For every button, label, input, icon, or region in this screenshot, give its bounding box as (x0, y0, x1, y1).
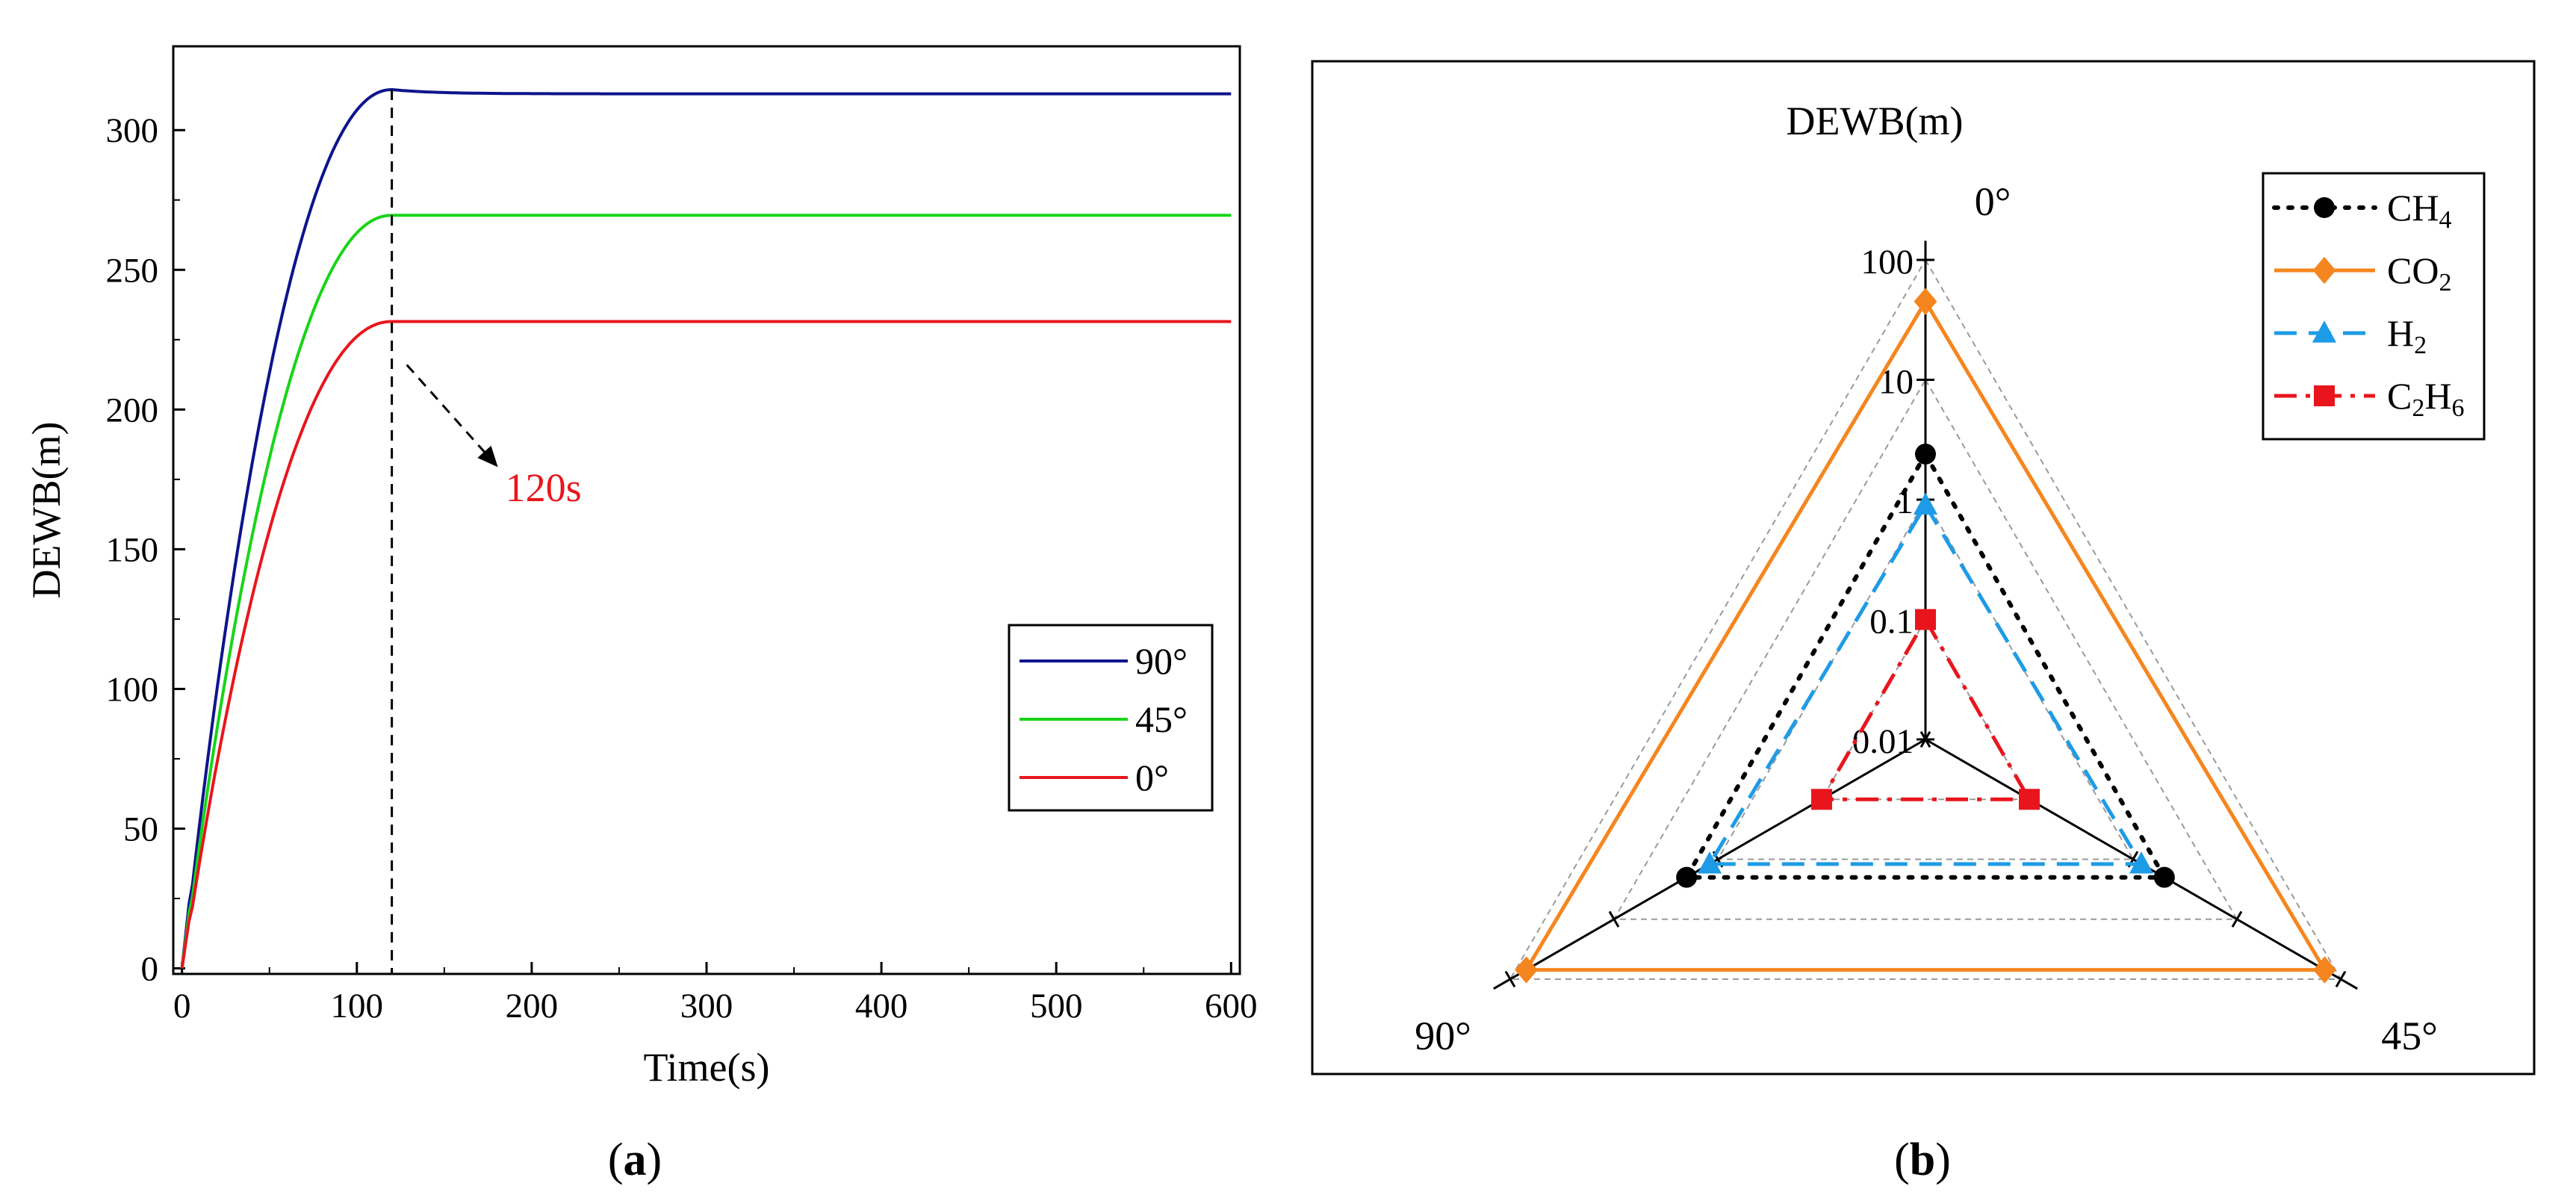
radar-axis-tick (1504, 970, 1516, 988)
radar-legend: CH4 CO2 H2 C2H6 (2262, 172, 2486, 441)
radar-series-line (1706, 501, 2145, 866)
x-tick-labels: 0 100 200 300 400 500 600 (173, 987, 1258, 1025)
annotation-arrowhead (477, 445, 498, 468)
radar-frame (1311, 60, 2536, 1076)
y-axis-label: DEWB(m) (24, 422, 69, 599)
legend-label: 0° (1135, 757, 1169, 798)
series-line (180, 87, 1232, 969)
radar-legend-label: H2 (2387, 312, 2427, 359)
radar-series (1515, 288, 2336, 984)
y-tick-labels: 0 50 100 150 200 250 300 (106, 111, 159, 988)
x-axis-label: Time(s) (643, 1045, 769, 1090)
radar-point (2314, 197, 2335, 218)
radar-axis-tick (2231, 910, 2243, 928)
radar-axis-tick (1919, 730, 1931, 748)
radar-title: DEWB(m) (1787, 99, 1964, 143)
series-line (180, 320, 1232, 969)
radar-point (2313, 956, 2336, 984)
radar-series-line (1683, 449, 2168, 880)
x-tick-label: 400 (855, 987, 908, 1025)
radar-point (1915, 443, 1936, 465)
x-tick-label: 300 (680, 987, 733, 1025)
radar-point (2314, 385, 2335, 406)
radar-tick-label: 0.1 (1869, 603, 1914, 642)
series-lines (180, 87, 1232, 969)
annotation-label: 120s (506, 465, 582, 510)
radar-axis-tick (1608, 910, 1620, 928)
axis-ticks (173, 128, 1232, 974)
radar-axis-label-90: 90° (1415, 1014, 1471, 1058)
radar-point (1913, 492, 1938, 515)
y-tick-label: 200 (106, 391, 159, 429)
radar-axis-label-45: 45° (2381, 1014, 2438, 1058)
legend-label: 90° (1135, 640, 1188, 682)
radar-series-line (1818, 615, 2033, 801)
radar-point (1914, 288, 1937, 315)
line-chart: 0 100 200 300 400 500 600 0 50 100 150 200 250 300 1… (24, 45, 1258, 1185)
plot-frame (172, 45, 1241, 975)
legend-label: 45° (1135, 698, 1188, 740)
radar-legend-label: CH4 (2387, 187, 2451, 234)
radar-legend-label: CO2 (2387, 249, 2451, 297)
radar-axis-label-0: 0° (1975, 179, 2011, 224)
radar-tick-label: 1 (1896, 482, 1914, 521)
y-tick-label: 300 (106, 111, 159, 150)
y-tick-label: 250 (106, 251, 159, 290)
radar-point (1676, 866, 1698, 888)
panel-label: (a) (608, 1135, 662, 1185)
radar-point (2018, 789, 2040, 810)
y-tick-label: 150 (106, 530, 159, 569)
x-tick-label: 200 (506, 987, 559, 1025)
x-tick-label: 600 (1205, 987, 1258, 1025)
radar-point (2312, 256, 2336, 285)
y-tick-label: 50 (123, 810, 158, 848)
legend: 90° 45° 0° (1008, 624, 1214, 812)
y-tick-label: 100 (106, 670, 159, 709)
radar-grid-ring (1613, 378, 2238, 920)
radar-legend-label: C2H6 (2387, 375, 2464, 422)
radar-point (1697, 851, 1722, 874)
radar-point (1811, 789, 1833, 810)
radar-point (2129, 851, 2154, 874)
x-tick-label: 500 (1030, 987, 1083, 1025)
series-line (180, 214, 1232, 969)
radar-point (1915, 609, 1936, 630)
x-tick-label: 0 (173, 987, 191, 1025)
radar-series-line (1523, 297, 2328, 972)
panel-label: (b) (1894, 1135, 1951, 1185)
annotation-arrow (406, 364, 490, 458)
radar-tick-label: 100 (1861, 243, 1914, 282)
radar-point (2153, 866, 2175, 888)
x-tick-label: 100 (331, 987, 384, 1025)
y-tick-label: 0 (141, 950, 159, 989)
radar-axis-tick (2335, 970, 2347, 988)
radar-point (1515, 956, 1538, 984)
radar-point (2312, 320, 2337, 343)
radar-grid-ring (1509, 258, 2342, 980)
